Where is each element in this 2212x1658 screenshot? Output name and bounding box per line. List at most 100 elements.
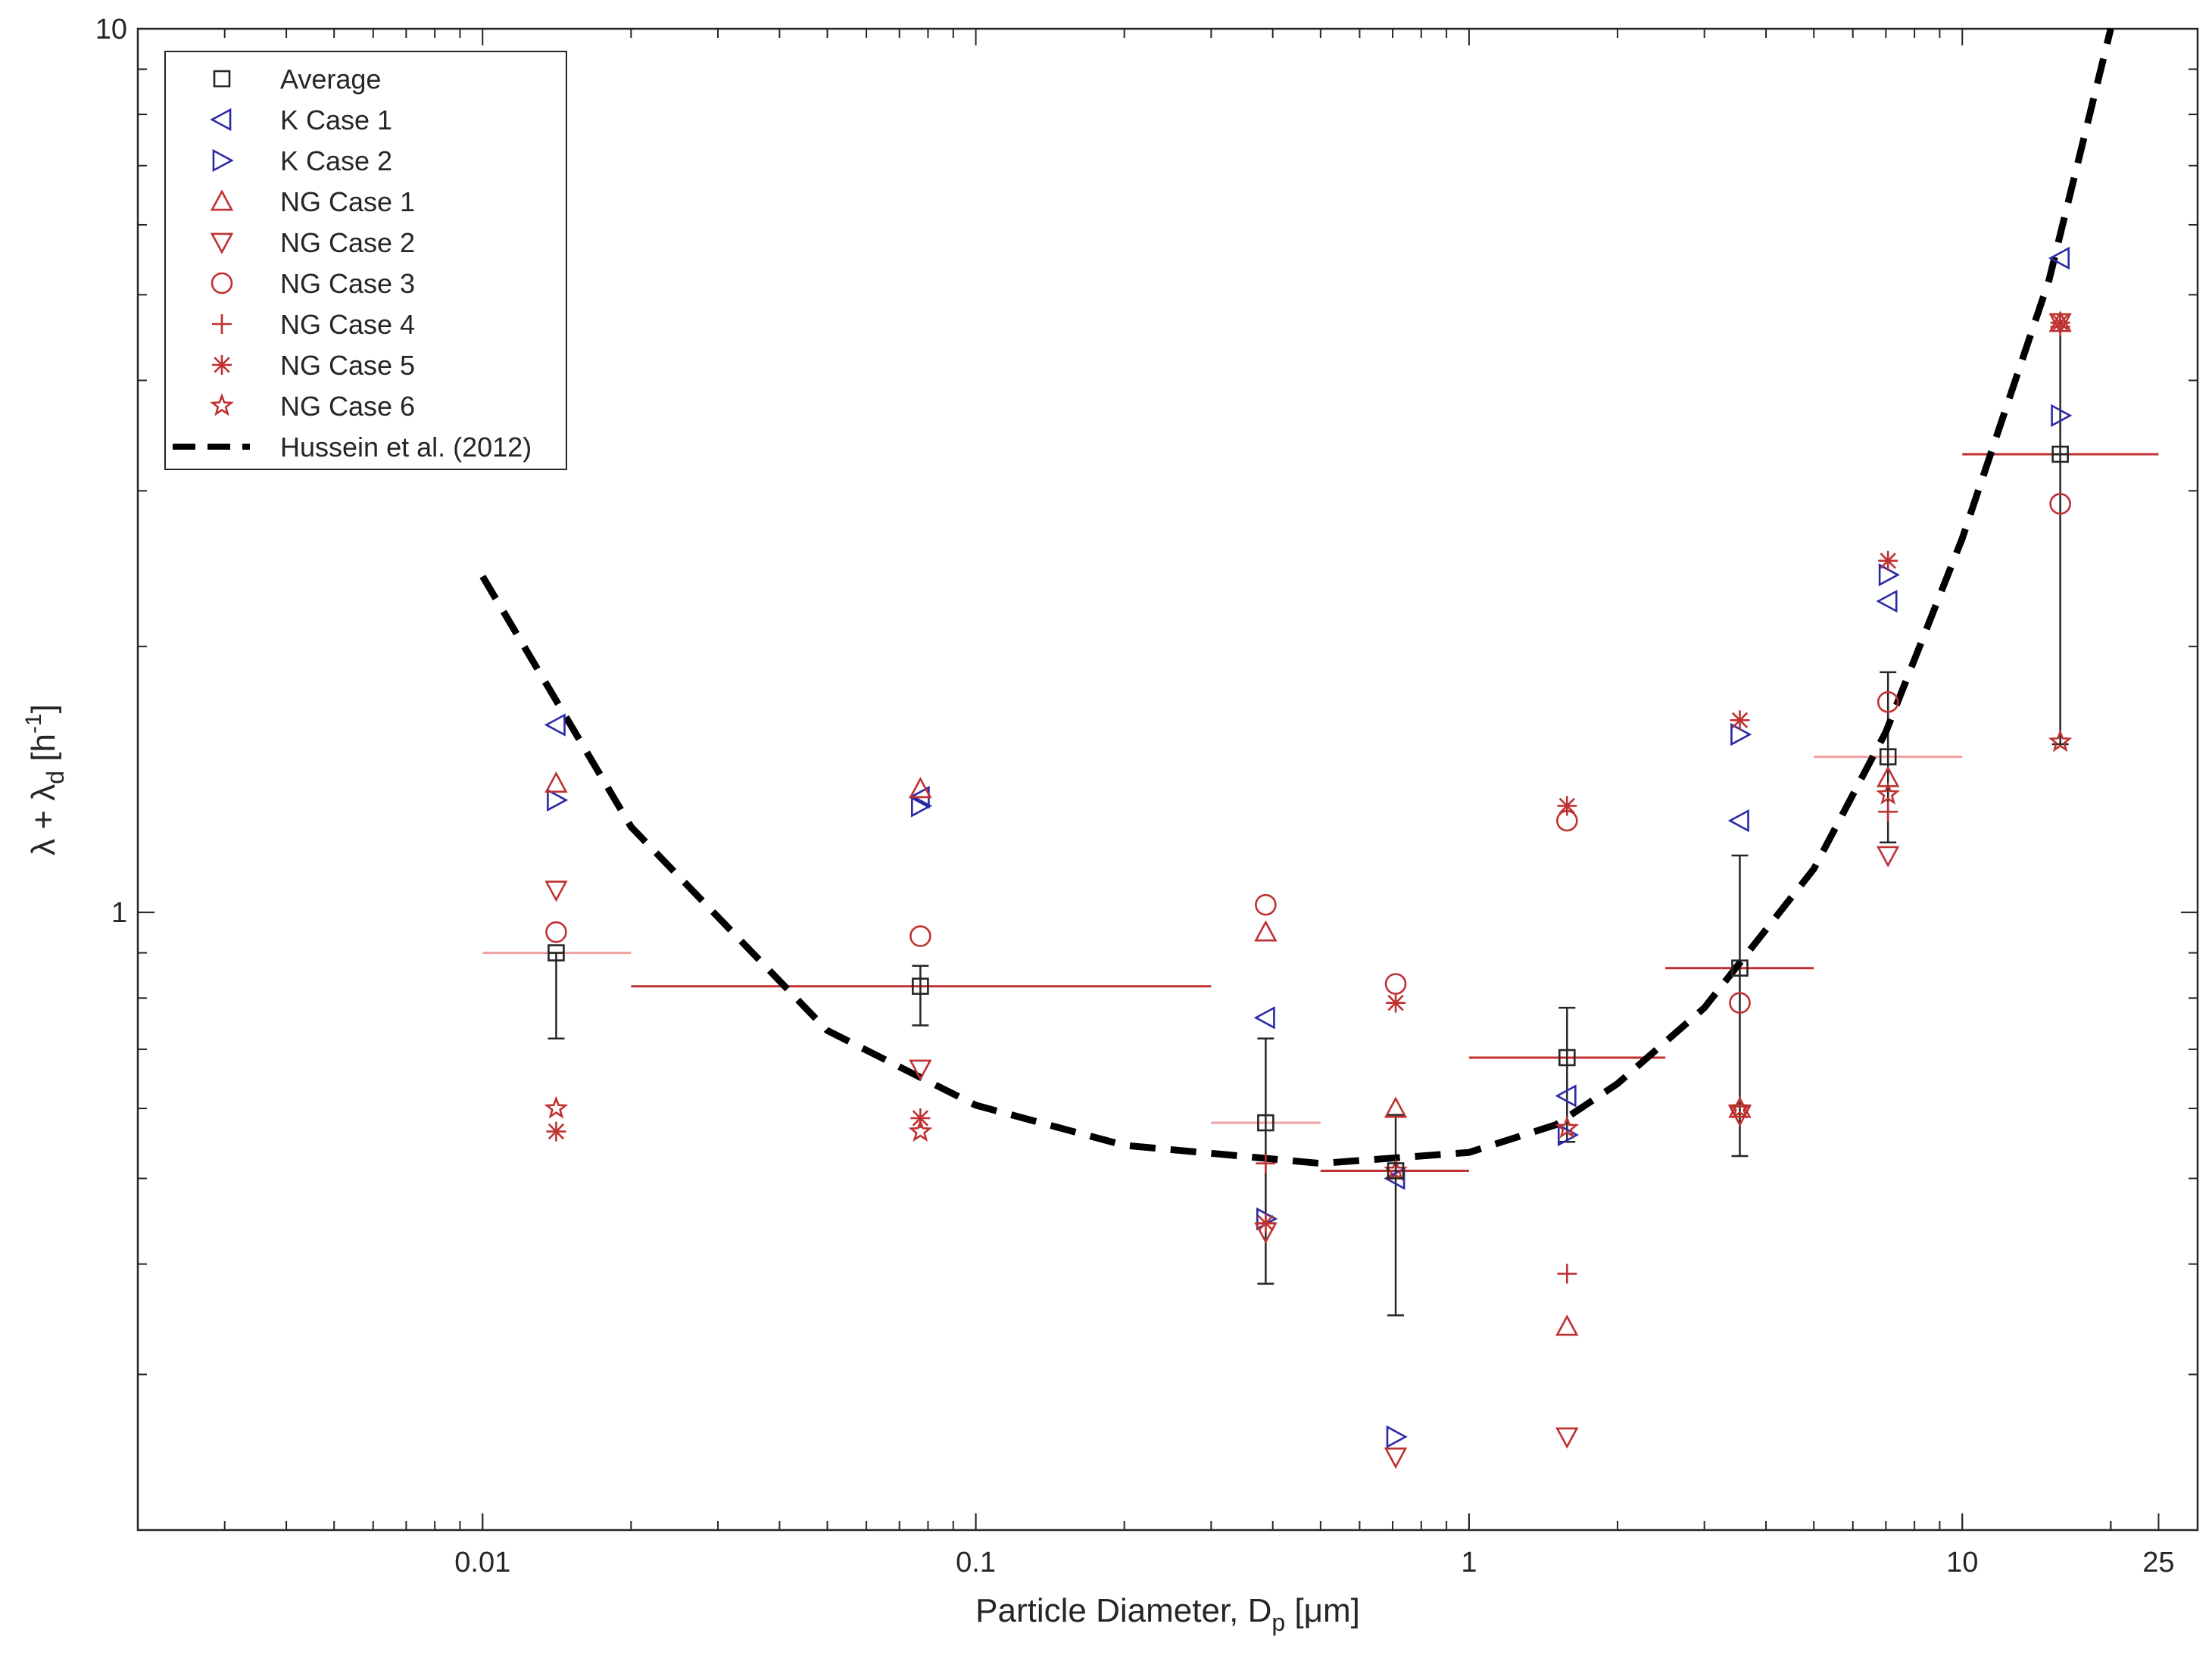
ng-case-1-point [1254, 920, 1278, 942]
legend-triangle-left-icon [210, 108, 232, 132]
ng-case-6-point [908, 1118, 933, 1142]
legend-circle-icon [211, 272, 233, 295]
ng-case-2-point [909, 1059, 932, 1081]
ng-case-5-point [546, 1121, 566, 1142]
legend-item-ng-case-4: NG Case 4 [212, 309, 415, 340]
k-case-2-point [1386, 1425, 1408, 1449]
x-axis-label-main: Particle Diameter, D [975, 1592, 1271, 1629]
legend-label: Hussein et al. (2012) [280, 432, 532, 463]
ng-case-5-point [1878, 550, 1898, 571]
ng-case-2-point [1384, 1448, 1408, 1469]
data-points [544, 246, 2073, 1469]
x-axis-label-subscript: p [1271, 1609, 1285, 1636]
ng-case-4-point [1256, 1153, 1276, 1173]
ng-case-3-point [1729, 992, 1751, 1014]
ng-case-6-point [1876, 781, 1901, 805]
axis-ticks [137, 28, 2198, 1531]
x-axis-label-units: [μm] [1285, 1592, 1360, 1629]
x-tick-label: 1 [1461, 1547, 1477, 1579]
x-tick-label: 0.01 [454, 1547, 510, 1579]
ng-case-1-point [544, 771, 568, 793]
average-point [548, 944, 565, 961]
ng-case-1-point [1384, 1096, 1408, 1118]
ng-case-3-point [545, 921, 567, 943]
y-axis-label-close: ] [25, 704, 62, 713]
k-case-2-point [1557, 1123, 1580, 1147]
ng-case-5-point [1386, 993, 1406, 1013]
average-point [1387, 1162, 1405, 1180]
legend-asterisk-icon [212, 355, 232, 375]
legend-item-k-case-2: K Case 2 [212, 145, 392, 176]
ng-case-3-point [909, 925, 931, 947]
legend-label: NG Case 6 [280, 391, 415, 422]
x-axis-label: Particle Diameter, Dp [μm] [975, 1592, 1360, 1636]
average-point [1879, 748, 1897, 765]
x-tick-label: 25 [2142, 1547, 2174, 1579]
y-tick-label: 1 [111, 897, 127, 929]
k-case-2-point [911, 794, 933, 818]
average-point [1558, 1049, 1576, 1067]
ng-case-6-point [2048, 729, 2073, 753]
ng-case-5-point [1557, 796, 1577, 816]
ng-case-3-point [2049, 493, 2071, 515]
ng-case-4-point [1557, 1264, 1577, 1284]
ng-case-2-point [544, 880, 568, 902]
average-point [1257, 1114, 1274, 1132]
legend-item-ng-case-6: NG Case 6 [210, 391, 415, 422]
x-tick-label: 10 [1946, 1547, 1978, 1579]
ng-case-6-point [1727, 1095, 1752, 1119]
x-tick-label: 0.1 [956, 1547, 996, 1579]
legend-item-ng-case-1: NG Case 1 [210, 186, 415, 217]
ng-case-5-point [910, 1108, 931, 1128]
k-case-1-point [1727, 809, 1749, 833]
ng-case-5-point [1730, 710, 1750, 731]
average-point [1731, 959, 1749, 977]
ng-case-3-point [1877, 691, 1899, 713]
ng-case-6-point [544, 1095, 569, 1119]
legend-label: K Case 2 [280, 145, 392, 176]
y-axis-label: λ + λd [h-1] [21, 704, 69, 855]
k-case-1-point [544, 713, 566, 737]
legend-label: Average [280, 64, 381, 95]
y-axis-label-lambda: λ + λ [25, 784, 62, 855]
legend-label: NG Case 3 [280, 268, 415, 299]
legend-triangle-up-icon [210, 189, 234, 211]
legend-item-ng-case-3: NG Case 3 [211, 268, 415, 299]
legend-label: NG Case 2 [280, 227, 415, 258]
y-axis-label-subscript: d [42, 771, 69, 784]
y-axis-label-units: [h [25, 734, 62, 771]
legend-item-average: Average [213, 64, 381, 95]
y-axis-label-exponent: -1 [21, 713, 46, 734]
legend: Average K Case 1 K Case 2 NG Case 1 NG Case … [164, 51, 567, 470]
legend-label: NG Case 4 [280, 309, 415, 340]
legend-triangle-right-icon [212, 148, 234, 173]
average-point [912, 977, 929, 995]
legend-item-ng-case-5: NG Case 5 [212, 350, 415, 381]
ng-case-2-point [1555, 1427, 1579, 1449]
legend-square-icon [213, 70, 231, 88]
legend-label: NG Case 1 [280, 186, 415, 217]
legend-plus-icon [212, 314, 232, 334]
y-tick-label: 10 [95, 14, 127, 45]
k-case-2-point [547, 788, 569, 812]
legend-item-k-case-1: K Case 1 [210, 104, 392, 136]
k-case-1-point [2048, 246, 2070, 270]
bin-bars [482, 321, 2159, 1317]
ng-case-2-point [1876, 846, 1900, 868]
legend-item-ng-case-2: NG Case 2 [210, 227, 415, 258]
k-case-2-point [2051, 404, 2073, 428]
legend-star-icon [210, 393, 234, 416]
ng-case-1-point [909, 777, 932, 799]
k-case-1-point [1876, 589, 1898, 613]
average-point [2051, 445, 2069, 463]
ng-case-5-point [2050, 313, 2070, 333]
legend-box [164, 51, 567, 470]
ng-case-6-point [1555, 1115, 1580, 1139]
legend-label: NG Case 5 [280, 350, 415, 381]
ng-case-5-point [1256, 1213, 1276, 1233]
k-case-1-point [1253, 1006, 1275, 1030]
ng-case-4-point [1878, 802, 1898, 822]
legend-item-hussein-et-al-2012: Hussein et al. (2012) [173, 432, 532, 463]
ng-case-3-point [1255, 893, 1277, 916]
